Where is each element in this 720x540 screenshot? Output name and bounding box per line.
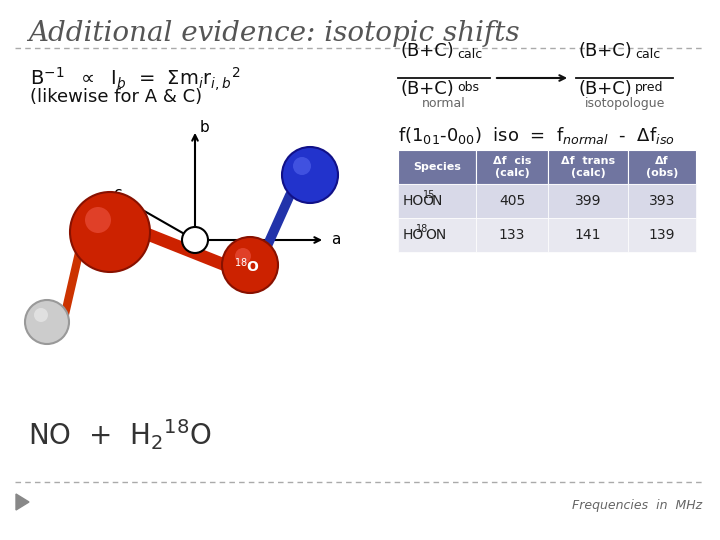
FancyBboxPatch shape xyxy=(476,150,548,184)
FancyBboxPatch shape xyxy=(398,184,476,218)
Text: 133: 133 xyxy=(499,228,525,242)
Text: 405: 405 xyxy=(499,194,525,208)
FancyBboxPatch shape xyxy=(628,150,696,184)
Circle shape xyxy=(235,248,251,264)
Text: pred: pred xyxy=(635,81,664,94)
FancyBboxPatch shape xyxy=(476,218,548,252)
Circle shape xyxy=(182,227,208,253)
Text: $^{18}$O: $^{18}$O xyxy=(234,256,260,275)
Text: ON: ON xyxy=(425,228,446,242)
Text: (likewise for A & C): (likewise for A & C) xyxy=(30,88,202,106)
FancyBboxPatch shape xyxy=(476,184,548,218)
Text: f(1$_{01}$-0$_{00}$)  iso  =  f$_{normal}$  -  $\Delta$f$_{iso}$: f(1$_{01}$-0$_{00}$) iso = f$_{normal}$ … xyxy=(398,125,675,146)
FancyBboxPatch shape xyxy=(628,218,696,252)
Circle shape xyxy=(293,157,311,175)
Text: calc: calc xyxy=(635,48,660,61)
Text: b: b xyxy=(200,119,210,134)
FancyBboxPatch shape xyxy=(548,218,628,252)
Text: Additional evidence: isotopic shifts: Additional evidence: isotopic shifts xyxy=(28,20,520,47)
Text: calc: calc xyxy=(457,48,482,61)
Text: (B+C): (B+C) xyxy=(578,80,631,98)
Text: c: c xyxy=(113,186,122,201)
FancyBboxPatch shape xyxy=(398,150,476,184)
Text: Δf  trans
(calc): Δf trans (calc) xyxy=(561,156,615,178)
Text: HOO: HOO xyxy=(403,194,435,208)
Text: normal: normal xyxy=(422,97,466,110)
Circle shape xyxy=(70,192,150,272)
Circle shape xyxy=(25,300,69,344)
Text: HO: HO xyxy=(403,228,424,242)
Text: 18: 18 xyxy=(416,224,428,234)
Text: 141: 141 xyxy=(575,228,601,242)
Polygon shape xyxy=(16,494,29,510)
FancyBboxPatch shape xyxy=(398,218,476,252)
Text: 139: 139 xyxy=(649,228,675,242)
Circle shape xyxy=(34,308,48,322)
Text: (B+C): (B+C) xyxy=(400,80,454,98)
Text: Δf
(obs): Δf (obs) xyxy=(646,156,678,178)
Text: a: a xyxy=(331,233,341,247)
Text: Species: Species xyxy=(413,162,461,172)
Text: Δf  cis
(calc): Δf cis (calc) xyxy=(492,156,531,178)
Text: isotopologue: isotopologue xyxy=(585,97,665,110)
Text: NO  +  H$_2$$^{18}$O: NO + H$_2$$^{18}$O xyxy=(28,417,212,452)
FancyBboxPatch shape xyxy=(548,150,628,184)
Text: N: N xyxy=(431,194,442,208)
Text: (B+C): (B+C) xyxy=(400,42,454,60)
Circle shape xyxy=(222,237,278,293)
Text: obs: obs xyxy=(457,81,479,94)
FancyBboxPatch shape xyxy=(628,184,696,218)
Circle shape xyxy=(85,207,111,233)
Circle shape xyxy=(282,147,338,203)
FancyBboxPatch shape xyxy=(548,184,628,218)
Text: 399: 399 xyxy=(575,194,601,208)
Text: (B+C): (B+C) xyxy=(578,42,631,60)
Text: B$^{-1}$  $\propto$  I$_b$  =  $\Sigma$m$_i$r$_{i,b}$$^{2}$: B$^{-1}$ $\propto$ I$_b$ = $\Sigma$m$_i$… xyxy=(30,65,240,93)
Text: 393: 393 xyxy=(649,194,675,208)
Text: Frequencies  in  MHz: Frequencies in MHz xyxy=(572,499,702,512)
Text: 15: 15 xyxy=(423,190,435,200)
